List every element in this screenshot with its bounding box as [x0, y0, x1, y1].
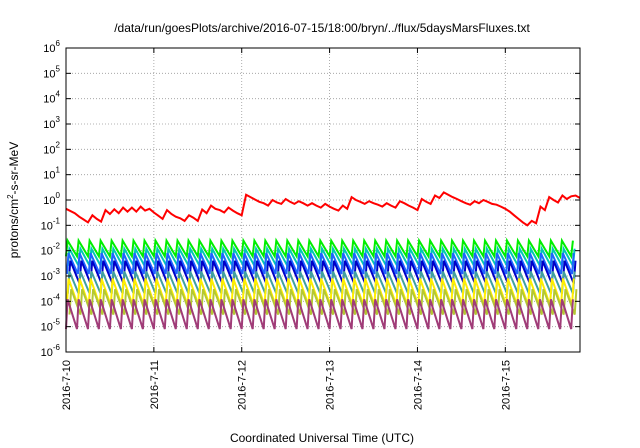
series-line-0	[65, 191, 581, 227]
chart-title: /data/run/goesPlots/archive/2016-07-15/1…	[114, 21, 530, 35]
y-tick-label: 10-4	[41, 292, 61, 308]
y-tick-label: 10-2	[41, 242, 61, 258]
y-tick-label: 10-1	[41, 216, 61, 232]
series-lines	[65, 191, 581, 330]
y-tick-label: 105	[43, 64, 60, 80]
y-tick-label: 10-5	[41, 318, 61, 334]
x-tick-labels: 2016-7-10 2016-7-11 2016-7-12 2016-7-13 2016…	[61, 360, 512, 410]
y-tick-labels: 10-6 10-5 10-4 10-3 10-2 10-1 100 101 102 103 104 1…	[41, 39, 61, 359]
plot-border	[65, 47, 581, 353]
y-tick-label: 104	[43, 90, 60, 106]
y-tick-label: 10-3	[41, 267, 61, 283]
series-line-7	[68, 288, 578, 315]
y-tick-label: 100	[43, 191, 60, 207]
x-tick-label: 2016-7-13	[325, 360, 337, 410]
x-axis-label: Coordinated Universal Time (UTC)	[230, 431, 414, 445]
y-tick-label: 10-6	[41, 343, 61, 359]
y-tick-label: 101	[43, 166, 60, 182]
x-tick-label: 2016-7-14	[412, 360, 424, 410]
y-axis-label: protons/cm2-s-sr-MeV	[6, 142, 21, 258]
x-tick-label: 2016-7-12	[237, 360, 249, 410]
y-tick-label: 103	[43, 115, 60, 131]
series-line-8	[65, 298, 574, 330]
x-tick-label: 2016-7-10	[61, 360, 73, 410]
y-tick-label: 102	[43, 140, 60, 156]
plot-frame	[65, 47, 581, 353]
x-tick-label: 2016-7-15	[500, 360, 512, 410]
y-tick-label: 106	[43, 39, 60, 55]
series-line-3	[65, 252, 575, 275]
series-line-1	[65, 237, 574, 260]
x-tick-label: 2016-7-11	[149, 360, 161, 409]
